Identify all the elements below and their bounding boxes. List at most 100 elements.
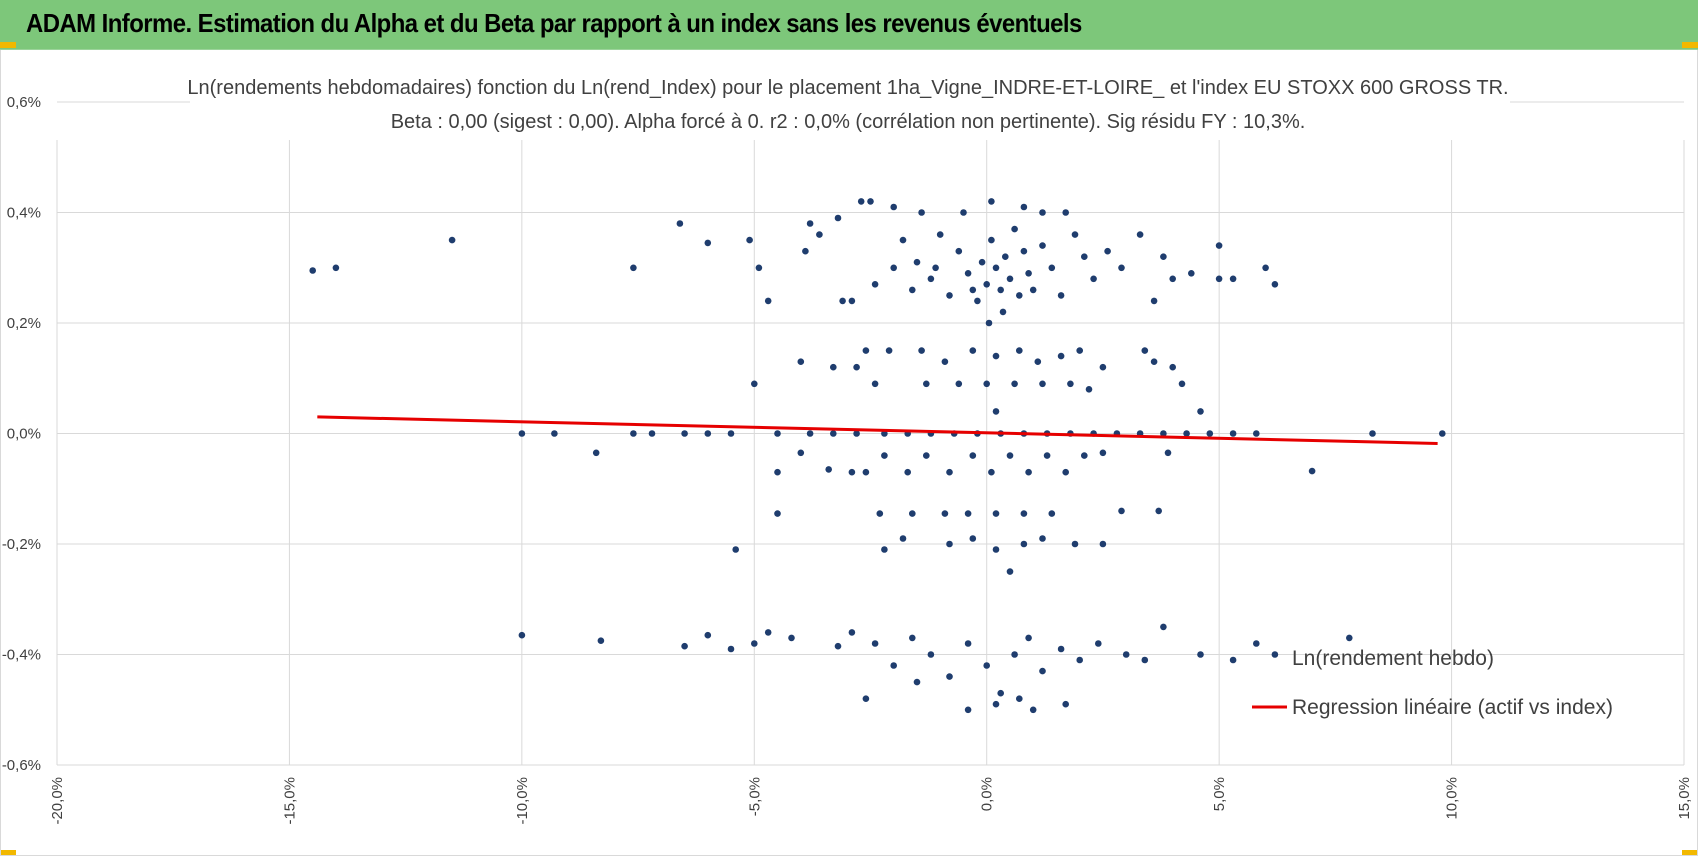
- data-point: [751, 640, 758, 647]
- data-point: [676, 220, 684, 227]
- data-point: [997, 286, 1004, 294]
- data-point: [988, 236, 995, 244]
- data-point: [1150, 297, 1158, 305]
- data-point: [727, 430, 735, 437]
- y-tick-label: 0,4%: [7, 205, 41, 222]
- data-point: [592, 449, 600, 457]
- regression-line: [317, 415, 1438, 445]
- legend-label-regression: Regression linéaire (actif vs index): [1292, 696, 1613, 719]
- data-point: [992, 352, 1000, 360]
- data-point: [1271, 281, 1279, 288]
- data-point: [1118, 264, 1125, 272]
- scatter-points: [309, 198, 1446, 714]
- data-point: [1215, 242, 1223, 249]
- data-point: [890, 264, 897, 272]
- data-point: [936, 231, 944, 238]
- data-point: [704, 631, 712, 639]
- data-point: [1160, 430, 1167, 437]
- data-point: [1029, 706, 1037, 714]
- data-point: [1308, 467, 1316, 475]
- data-point: [1062, 468, 1069, 476]
- data-point: [899, 535, 907, 542]
- data-point: [890, 203, 897, 211]
- y-axis-ticks: 0,6% 0,4% 0,2% 0,0% -0,2% -0,4% -0,6%: [2, 94, 41, 774]
- data-point: [1099, 363, 1107, 371]
- data-point: [848, 468, 856, 476]
- header-banner: ADAM Informe. Estimation du Alpha et du …: [0, 0, 1698, 50]
- data-point: [1081, 253, 1088, 260]
- data-point: [518, 430, 526, 437]
- data-point: [909, 286, 916, 294]
- data-point: [704, 239, 712, 247]
- data-point: [630, 264, 637, 272]
- data-point: [681, 430, 688, 437]
- data-point: [1048, 264, 1056, 272]
- data-point: [978, 258, 986, 266]
- data-point: [983, 662, 990, 669]
- data-point: [941, 510, 949, 517]
- data-point: [988, 468, 995, 476]
- data-point: [909, 634, 916, 642]
- data-point: [885, 347, 893, 354]
- x-tick-label: -20,0%: [49, 777, 66, 825]
- data-point: [899, 236, 907, 244]
- data-point: [1057, 645, 1065, 653]
- data-point: [816, 231, 823, 238]
- data-point: [1006, 275, 1014, 283]
- data-point: [1020, 510, 1028, 517]
- data-point: [1085, 386, 1093, 393]
- corner-marker-bottom-left: [0, 850, 16, 856]
- data-point: [918, 209, 925, 216]
- data-point: [848, 629, 856, 636]
- data-point: [913, 258, 921, 266]
- data-point: [774, 510, 781, 517]
- data-point: [1160, 623, 1167, 631]
- data-point: [946, 468, 953, 476]
- data-point: [1006, 452, 1014, 459]
- data-point: [1155, 507, 1162, 515]
- data-point: [1016, 292, 1023, 299]
- data-point: [1229, 430, 1237, 437]
- data-point: [802, 247, 809, 255]
- regression-layer: [317, 415, 1438, 445]
- data-point: [1029, 286, 1037, 294]
- x-tick-label: 10,0%: [1444, 777, 1461, 820]
- corner-marker-bottom-right: [1682, 850, 1698, 856]
- data-point: [727, 645, 735, 653]
- data-point: [732, 546, 739, 553]
- x-tick-label: -10,0%: [514, 777, 531, 825]
- data-point: [862, 695, 870, 702]
- data-point: [946, 292, 953, 299]
- data-point: [969, 286, 977, 294]
- data-point: [1346, 634, 1353, 642]
- y-tick-label: 0,0%: [7, 426, 41, 443]
- data-point: [955, 380, 963, 388]
- data-point: [946, 540, 953, 548]
- data-point: [1039, 380, 1046, 388]
- data-point: [1104, 247, 1111, 255]
- data-point: [862, 347, 870, 354]
- data-point: [825, 466, 832, 473]
- data-point: [913, 678, 921, 686]
- y-tick-label: -0,6%: [2, 757, 41, 774]
- data-point: [1229, 656, 1237, 664]
- data-point: [551, 430, 558, 437]
- x-tick-label: -15,0%: [281, 777, 298, 825]
- data-point: [1253, 430, 1260, 437]
- data-point: [1197, 408, 1204, 415]
- data-point: [992, 408, 1000, 415]
- data-point: [1081, 452, 1088, 459]
- data-point: [923, 380, 930, 388]
- data-point: [1141, 347, 1149, 354]
- data-point: [932, 264, 939, 272]
- data-point: [764, 629, 772, 636]
- data-point: [309, 267, 317, 274]
- data-point: [788, 634, 795, 642]
- data-point: [1197, 651, 1204, 658]
- data-point: [890, 662, 897, 669]
- data-point: [1271, 651, 1279, 658]
- data-point: [871, 640, 879, 647]
- data-point: [1057, 292, 1065, 299]
- data-point: [1039, 242, 1046, 249]
- data-point: [1122, 651, 1130, 658]
